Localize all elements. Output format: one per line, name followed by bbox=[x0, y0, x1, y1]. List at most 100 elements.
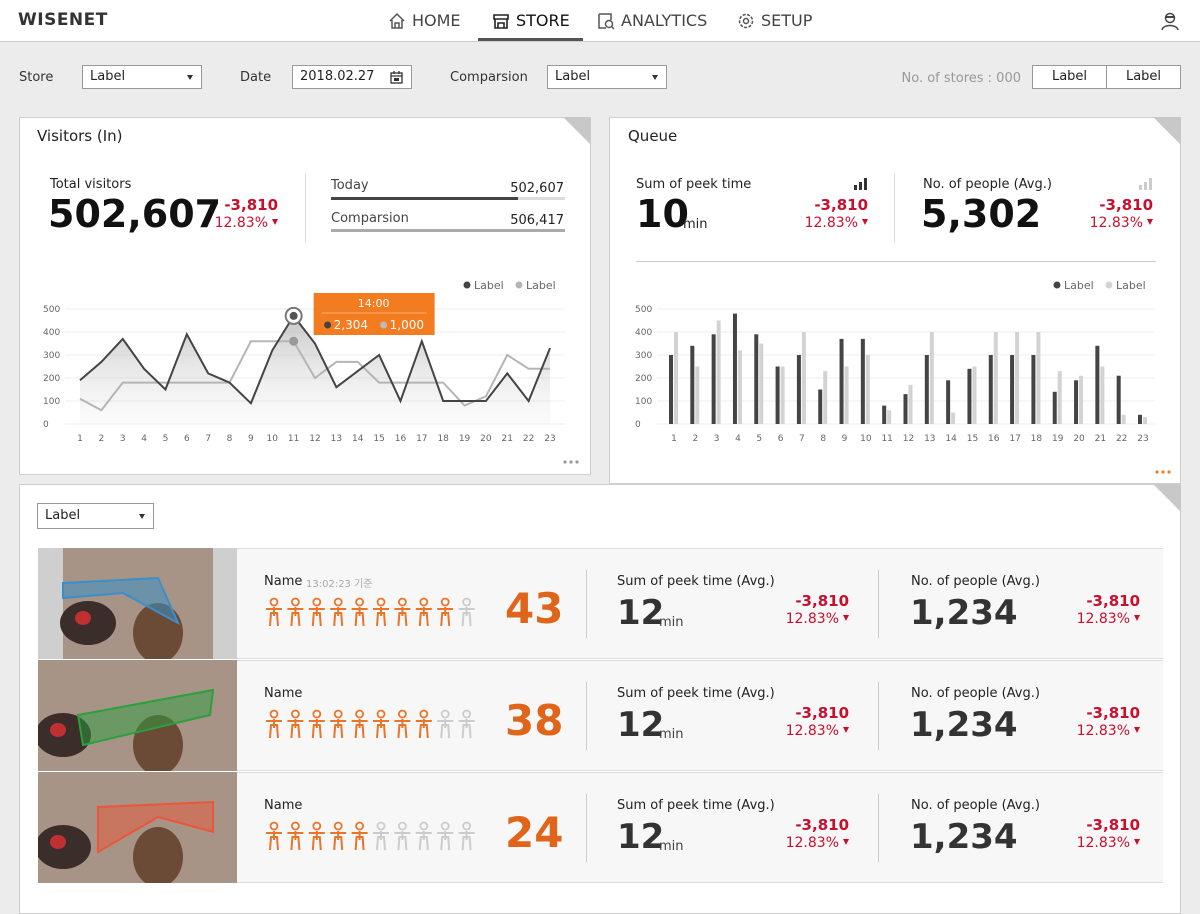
comparison-value: 506,417 bbox=[510, 213, 564, 228]
x-tick-label: 6 bbox=[778, 434, 784, 444]
change-percent: 12.83% bbox=[1090, 215, 1153, 231]
bar bbox=[737, 350, 742, 424]
person-body bbox=[373, 831, 389, 851]
bar bbox=[1100, 366, 1105, 424]
x-tick-label: 22 bbox=[1116, 434, 1127, 444]
people-value: 5,302 bbox=[921, 192, 1042, 236]
x-tick-label: 15 bbox=[373, 434, 384, 444]
person-body bbox=[287, 719, 304, 739]
people-icons bbox=[266, 597, 475, 627]
percent: 12.83% bbox=[1076, 835, 1130, 851]
bar bbox=[690, 345, 695, 424]
person-head bbox=[290, 597, 300, 607]
calendar-icon bbox=[390, 71, 403, 84]
person-head bbox=[333, 709, 343, 719]
queue-card bbox=[609, 117, 1181, 484]
percent: 12.83% bbox=[214, 215, 268, 231]
legend-label: Label bbox=[474, 279, 504, 292]
change-percent: 12.83% bbox=[786, 611, 849, 627]
x-tick-label: 2 bbox=[692, 434, 698, 444]
bar bbox=[903, 394, 908, 424]
setup-icon bbox=[738, 13, 754, 29]
nav-home[interactable]: HOME bbox=[412, 11, 461, 30]
more-button[interactable] bbox=[563, 459, 581, 465]
bar bbox=[951, 412, 956, 424]
logo: WISENET bbox=[18, 10, 108, 30]
x-tick-label: 16 bbox=[988, 434, 1000, 444]
person-body bbox=[287, 607, 304, 627]
comparison-value: Label bbox=[555, 69, 591, 84]
zone-name: Name bbox=[264, 686, 303, 701]
zone-name: Name bbox=[264, 574, 303, 589]
x-tick-label: 3 bbox=[714, 434, 720, 444]
total-label: Total visitors bbox=[50, 177, 132, 192]
more-button[interactable] bbox=[1155, 469, 1173, 475]
toggle-button[interactable]: Label bbox=[1106, 65, 1181, 89]
nav-store[interactable]: STORE bbox=[516, 11, 570, 30]
x-tick-label: 4 bbox=[735, 434, 741, 444]
person-body bbox=[415, 607, 432, 627]
bar bbox=[844, 366, 849, 424]
x-tick-label: 7 bbox=[799, 434, 805, 444]
x-tick-label: 17 bbox=[416, 434, 427, 444]
toggle-button[interactable]: Label bbox=[1032, 65, 1107, 89]
x-tick-label: 12 bbox=[309, 434, 320, 444]
card-title: Queue bbox=[628, 127, 678, 145]
separator bbox=[636, 261, 1156, 262]
user-icon[interactable] bbox=[1159, 10, 1181, 32]
x-tick-label: 21 bbox=[1095, 434, 1106, 444]
comparison-dropdown[interactable]: Label bbox=[547, 65, 667, 89]
bar bbox=[780, 366, 785, 424]
bar bbox=[759, 343, 764, 424]
legend-label: Label bbox=[1116, 279, 1146, 292]
person-body bbox=[437, 607, 454, 627]
person-head bbox=[290, 821, 300, 831]
x-tick-label: 6 bbox=[184, 434, 190, 444]
bar bbox=[1074, 380, 1079, 424]
store-dropdown[interactable]: Label bbox=[82, 65, 202, 89]
divider bbox=[878, 794, 879, 862]
person-body bbox=[308, 719, 325, 739]
bar bbox=[818, 389, 823, 424]
y-tick-label: 500 bbox=[43, 305, 60, 315]
peek-label: Sum of peek time (Avg.) bbox=[617, 686, 775, 701]
person-body bbox=[437, 719, 454, 739]
person-head bbox=[355, 821, 364, 831]
bar bbox=[1143, 417, 1147, 424]
date-picker[interactable]: 2018.02.27 bbox=[292, 65, 412, 89]
person-body bbox=[394, 831, 411, 851]
person-body bbox=[330, 607, 347, 627]
person-head bbox=[269, 597, 279, 607]
y-tick-label: 400 bbox=[635, 328, 652, 338]
zone-polygon bbox=[76, 688, 215, 747]
bar bbox=[669, 355, 673, 424]
tooltip-value: 1,000 bbox=[390, 318, 424, 332]
x-tick-label: 4 bbox=[141, 434, 147, 444]
x-tick-label: 19 bbox=[1052, 434, 1064, 444]
line bbox=[79, 314, 551, 406]
bar bbox=[924, 355, 929, 424]
change-value: -3,810 bbox=[795, 704, 849, 722]
x-tick-label: 10 bbox=[860, 434, 872, 444]
tooltip-value: 2,304 bbox=[334, 318, 368, 332]
zone-count: 24 bbox=[505, 808, 564, 857]
people-icons bbox=[266, 709, 475, 739]
zone-dropdown[interactable]: Label bbox=[37, 503, 154, 529]
down-arrow bbox=[1134, 839, 1140, 845]
hover-point bbox=[289, 336, 299, 346]
person-head bbox=[397, 709, 407, 719]
person-body bbox=[415, 719, 432, 739]
bar bbox=[796, 355, 801, 424]
nav-setup[interactable]: SETUP bbox=[761, 11, 813, 30]
nav-analytics[interactable]: ANALYTICS bbox=[621, 11, 708, 30]
person-body bbox=[394, 607, 411, 627]
bar bbox=[946, 380, 951, 424]
x-tick-label: 12 bbox=[903, 434, 914, 444]
peek-unit: min bbox=[683, 217, 708, 232]
person-head bbox=[419, 821, 429, 831]
person-head bbox=[355, 597, 364, 607]
person-body bbox=[266, 831, 282, 851]
change-percent: 12.83% bbox=[786, 723, 849, 739]
person-head bbox=[462, 597, 472, 607]
